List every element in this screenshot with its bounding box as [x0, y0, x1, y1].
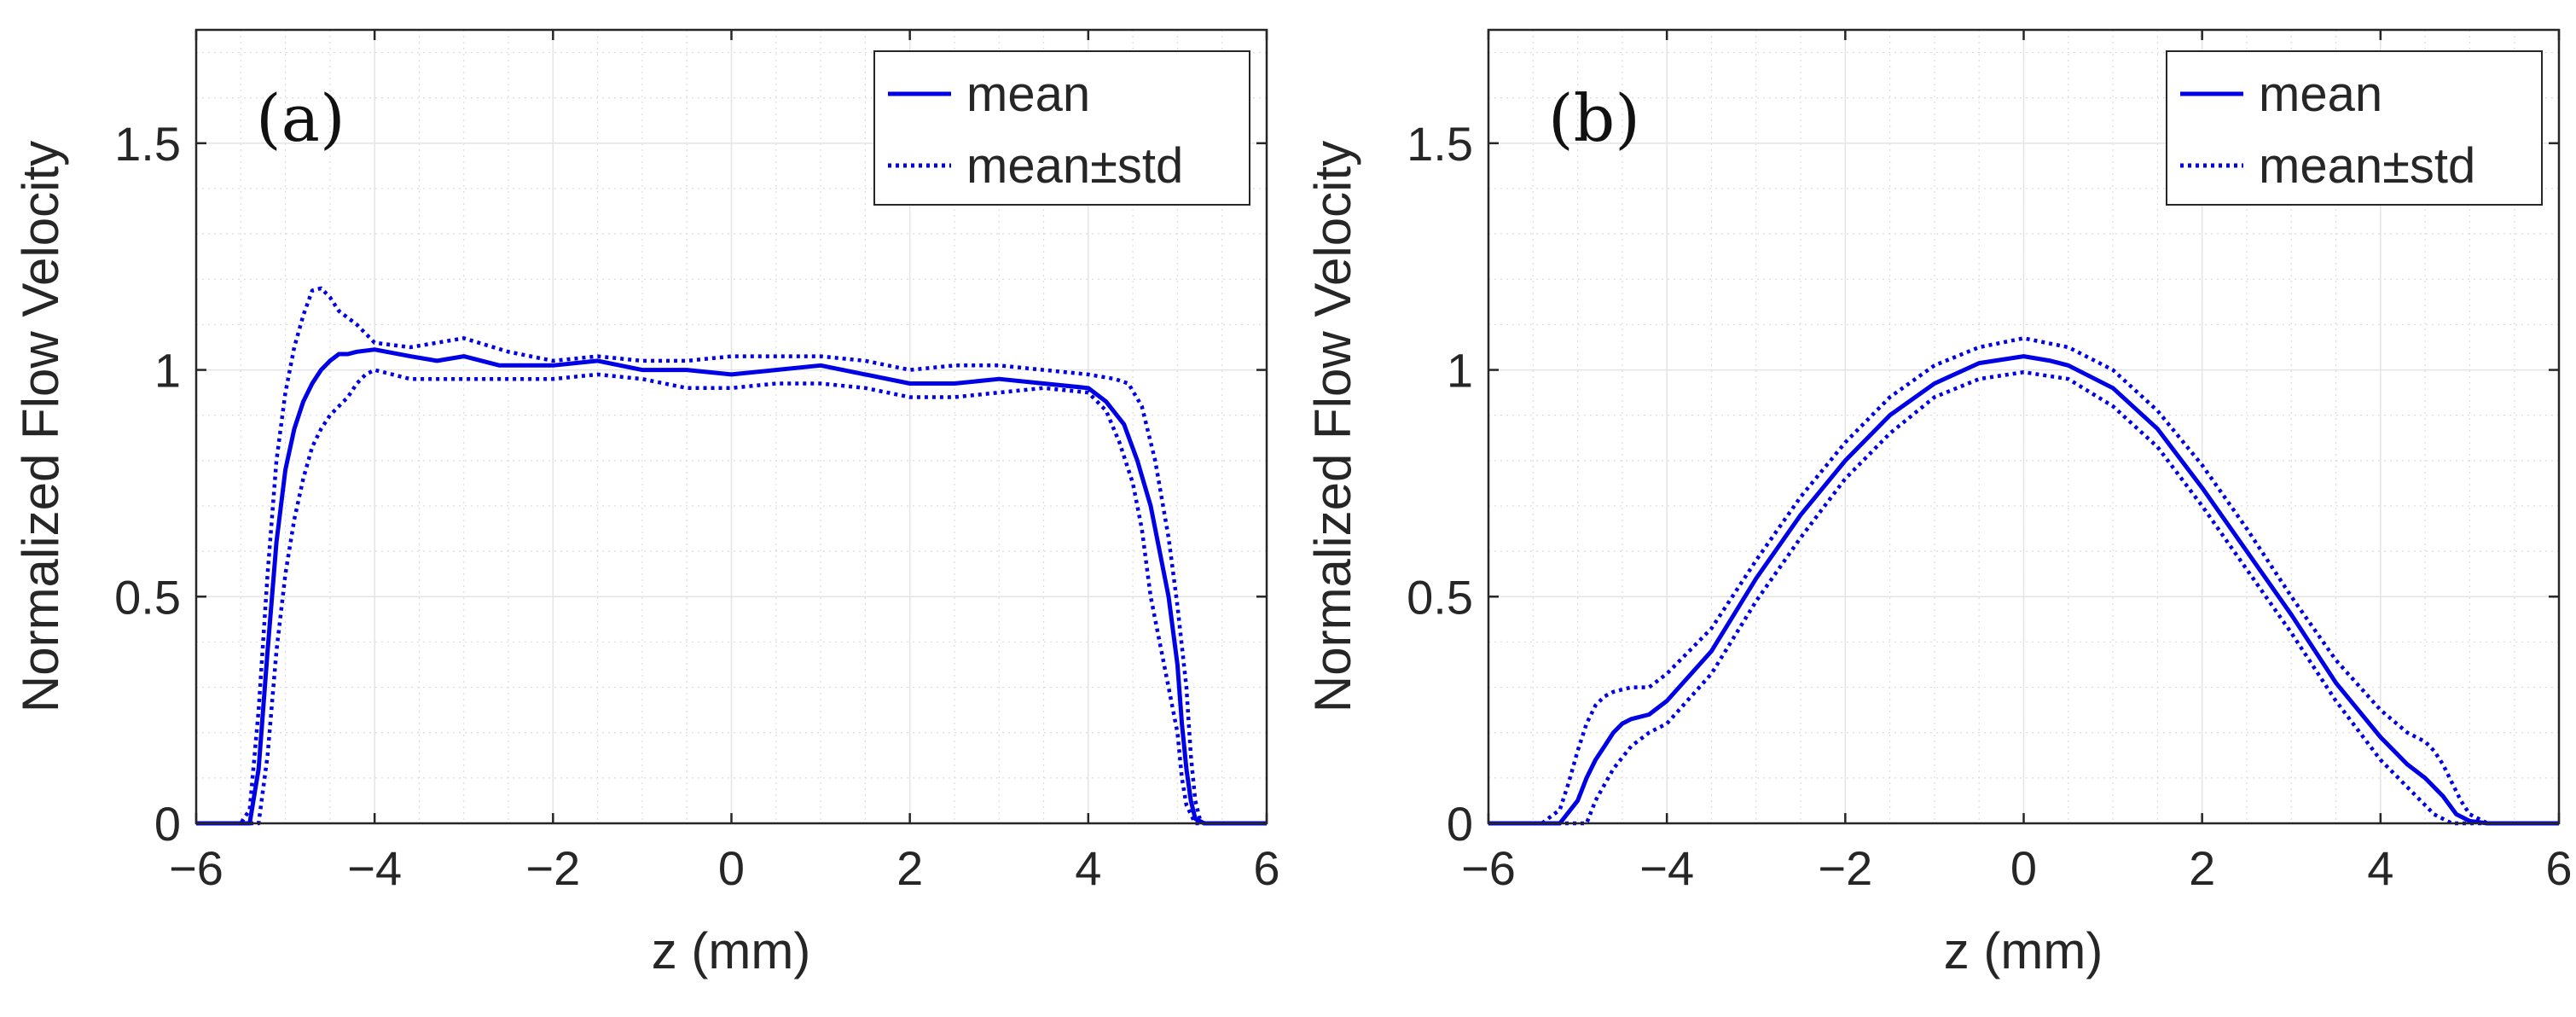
- x-tick-label: 0: [718, 841, 745, 895]
- legend-b: mean mean±std: [2166, 50, 2543, 206]
- x-tick-label: 2: [2189, 841, 2215, 895]
- legend-box-a: [873, 50, 1250, 206]
- y-tick-label: 0.5: [1407, 570, 1473, 624]
- series-line-mean-minus-std-b: [1488, 369, 2559, 826]
- x-tick-label: −4: [347, 841, 402, 895]
- legend-a: mean mean±std: [873, 50, 1250, 206]
- y-tick-label: 0: [1447, 797, 1473, 851]
- legend-label-std-b: mean±std: [2259, 138, 2475, 194]
- panel-a: −6 −4 −2 0 2 4 6 0 0.5 1 1.5 (a) mean mean±std z (…: [12, 28, 1280, 979]
- series-line-mean-plus-std-b: [1488, 336, 2559, 826]
- x-tick-label: 4: [1075, 841, 1101, 895]
- x-tick-label: 0: [2010, 841, 2037, 895]
- x-tick-label: −4: [1639, 841, 1694, 895]
- y-tick-label: 1.5: [1407, 117, 1473, 171]
- y-tick-label: 0: [154, 797, 181, 851]
- panel-b: −6 −4 −2 0 2 4 6 0 0.5 1 1.5 (b) mean mean±std z (…: [1304, 28, 2573, 979]
- series-line-mean-b: [1488, 354, 2559, 826]
- x-tick-label: 6: [2545, 841, 2572, 895]
- x-axis-label-a: z (mm): [652, 922, 811, 979]
- legend-box-b: [2166, 50, 2543, 206]
- y-axis-label-a: Normalized Flow Velocity: [12, 141, 69, 712]
- legend-label-std-a: mean±std: [966, 138, 1183, 194]
- series-group-b: [1488, 336, 2559, 826]
- y-tick-label: 0.5: [114, 570, 181, 624]
- x-tick-label: −2: [525, 841, 580, 895]
- x-tick-label: 4: [2367, 841, 2393, 895]
- legend-label-mean-a: mean: [966, 67, 1090, 122]
- x-tick-label: 2: [896, 841, 923, 895]
- panel-label-a: (a): [256, 80, 345, 156]
- x-tick-label: −2: [1818, 841, 1872, 895]
- series-line-mean-plus-std-a: [196, 286, 1267, 826]
- panel-label-b: (b): [1548, 80, 1640, 156]
- x-tick-label: −6: [169, 841, 223, 895]
- x-tick-label: 6: [1253, 841, 1279, 895]
- ticks-a: −6 −4 −2 0 2 4 6 0 0.5 1 1.5: [114, 30, 1280, 895]
- y-axis-label-b: Normalized Flow Velocity: [1304, 141, 1361, 712]
- ticks-b: −6 −4 −2 0 2 4 6 0 0.5 1 1.5: [1407, 30, 2573, 895]
- legend-label-mean-b: mean: [2259, 67, 2382, 122]
- y-tick-label: 1.5: [114, 117, 181, 171]
- series-group-a: [196, 286, 1267, 826]
- y-tick-label: 1: [1447, 344, 1473, 398]
- series-line-mean-a: [196, 347, 1267, 826]
- x-tick-label: −6: [1461, 841, 1516, 895]
- y-tick-label: 1: [154, 344, 181, 398]
- x-axis-label-b: z (mm): [1944, 922, 2103, 979]
